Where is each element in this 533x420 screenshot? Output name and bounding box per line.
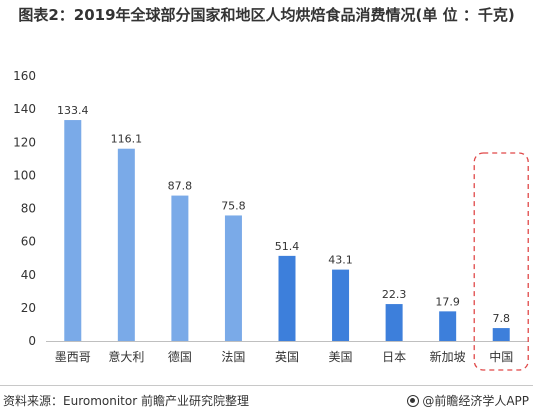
y-tick-label: 100 [13,168,36,182]
bar [64,120,82,342]
data-label: 133.4 [57,104,89,117]
highlight-box [473,152,529,371]
bar [492,328,510,341]
brand-logo-icon [407,394,420,407]
bar [224,215,242,341]
brand-label: @前瞻经济学人APP [422,394,529,408]
data-label: 43.1 [328,254,353,267]
brand-credit: @前瞻经济学人APP [407,392,529,409]
x-tick-label: 德国 [168,349,192,364]
x-tick-label: 新加坡 [430,349,466,364]
x-tick-label: 英国 [275,350,299,364]
x-tick-label: 墨西哥 [55,350,91,364]
y-tick-label: 80 [21,202,36,216]
bar [117,148,135,341]
data-label: 51.4 [275,240,300,253]
bar [171,195,189,341]
y-tick-label: 60 [21,235,36,249]
y-tick-label: 20 [21,301,36,315]
bar [278,255,296,341]
y-tick-label: 120 [13,135,36,149]
footer-divider [0,385,533,386]
x-tick-label: 法国 [221,350,245,364]
data-label: 22.3 [382,288,407,301]
data-label: 7.8 [492,312,510,325]
x-tick-label: 美国 [329,350,353,364]
x-tick-label: 意大利 [108,349,144,364]
source-note: 资料来源：Euromonitor 前瞻产业研究院整理 [3,394,249,408]
x-tick-label: 日本 [382,350,406,364]
chart-title: 图表2：2019年全球部分国家和地区人均烘焙食品消费情况(单 位 ：千克) [18,6,515,24]
y-tick-label: 140 [13,102,36,116]
bar-chart: 0 20 40 60 80 100 120 140 160 133.4 墨西哥 116.1 意大利 87.… [13,69,529,371]
data-label: 116.1 [111,133,143,146]
y-tick-label: 40 [21,268,36,282]
bar [439,311,457,341]
bar [385,304,403,341]
data-label: 87.8 [168,180,193,193]
x-tick-label: 中国 [489,349,513,364]
bar [332,269,350,341]
y-tick-label: 0 [28,334,36,348]
data-label: 75.8 [221,199,246,212]
y-tick-label: 160 [13,69,36,83]
data-label: 17.9 [435,295,460,308]
